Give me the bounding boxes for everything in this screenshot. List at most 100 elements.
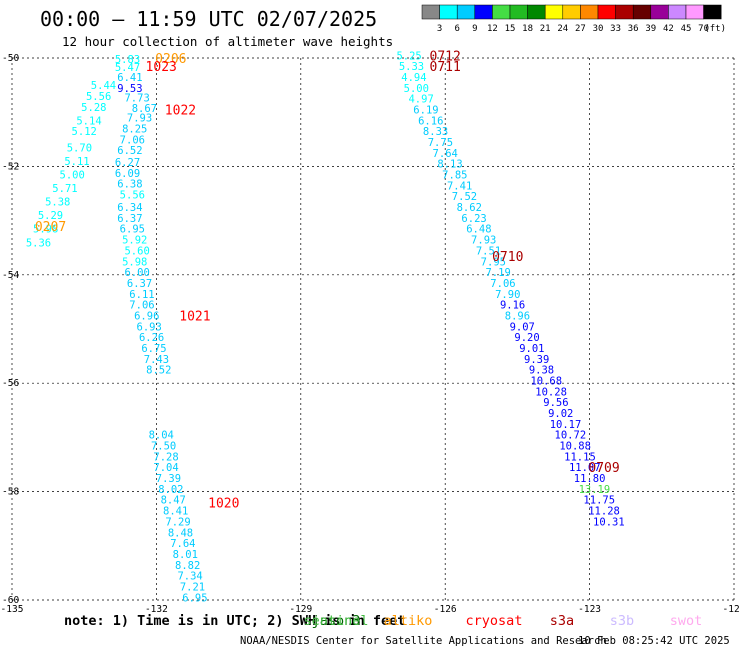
colorbar-tick-label: 18 (522, 24, 533, 34)
data-point-label: 11.75 (583, 495, 615, 507)
data-point-label: 5.56 (86, 91, 111, 103)
y-tick-label: -56 (2, 378, 19, 389)
data-point-label: 10.17 (550, 419, 582, 431)
data-point-label: 8.13 (437, 159, 462, 171)
data-point-label: 7.41 (447, 180, 472, 192)
data-point-label: 10.31 (593, 516, 625, 528)
data-point-label: 5.11 (64, 156, 89, 168)
colorbar-cell (527, 4, 546, 20)
colorbar-cell (562, 4, 581, 20)
data-point-label: 5.33 (399, 61, 424, 73)
colorbar-cell (439, 4, 458, 20)
data-point-label: 6.75 (141, 343, 166, 355)
data-point-label: 8.41 (163, 506, 188, 518)
colorbar-cell (509, 4, 528, 20)
colorbar-cell (685, 4, 704, 20)
data-point-label: 11.80 (574, 473, 606, 485)
data-point-label: 7.93 (127, 113, 152, 125)
data-point-label: 8.47 (161, 495, 186, 507)
satellite-legend-cryosat: cryosat (466, 613, 523, 629)
footer-generated: 10 Feb 08:25:42 UTC 2025 (578, 635, 730, 647)
data-point-label: 9.20 (514, 332, 539, 344)
pass-time-label: 0711 (430, 60, 461, 75)
data-point-label: 5.83 (115, 54, 140, 66)
data-point-label: 7.19 (485, 267, 510, 279)
data-point-label: 5.14 (76, 115, 101, 127)
data-point-label: 8.48 (168, 527, 193, 539)
x-tick-label: -120 (723, 604, 740, 615)
data-point-label: 8.82 (175, 560, 200, 572)
colorbar-cell (703, 4, 722, 20)
data-point-label: 5.98 (122, 256, 147, 268)
pass-time-label: 0207 (35, 220, 66, 235)
data-point-label: 5.70 (67, 142, 92, 154)
colorbar-cell (580, 4, 599, 20)
data-point-label: 9.39 (524, 354, 549, 366)
data-point-label: 6.09 (115, 168, 140, 180)
pass-time-label: 0206 (155, 52, 186, 67)
data-point-label: 6.19 (413, 104, 438, 116)
data-point-label: 6.34 (117, 202, 142, 214)
data-point-label: 4.94 (401, 72, 426, 84)
colorbar-tick-label: 12 (487, 24, 498, 34)
colorbar-tick-label: 3 (437, 24, 442, 34)
colorbar-cell (421, 4, 440, 20)
data-point-label: 7.93 (471, 235, 496, 247)
data-point-label: 5.38 (45, 197, 70, 209)
plot-area (11, 57, 735, 601)
data-point-label: 10.88 (559, 441, 591, 453)
satellite-legend-altiko: altiko (384, 613, 433, 629)
data-point-label: 10.72 (555, 430, 587, 442)
data-point-label: 5.00 (404, 83, 429, 95)
data-point-label: 6.37 (127, 278, 152, 290)
data-point-label: 7.06 (490, 278, 515, 290)
data-point-label: 8.04 (149, 430, 174, 442)
data-point-label: 11.28 (588, 506, 620, 518)
data-point-label: 6.26 (139, 332, 164, 344)
colorbar-tick-label: 30 (593, 24, 604, 34)
colorbar-tick-label: 9 (472, 24, 477, 34)
data-point-label: 6.52 (117, 145, 142, 157)
data-point-label: 6.00 (124, 267, 149, 279)
x-tick-label: -123 (578, 604, 601, 615)
x-tick-label: -135 (1, 604, 24, 615)
x-tick-label: -126 (434, 604, 457, 615)
data-point-label: 9.38 (529, 365, 554, 377)
data-point-label: 5.00 (60, 170, 85, 182)
wave-height-colorbar: 3 6 9 12 15 18 21 24 27 30 33 36 39 42 45 70(ft) (421, 4, 726, 34)
pass-time-label: 0709 (588, 461, 619, 476)
satellite-legend-s3a: s3a (550, 613, 574, 629)
satellite-legend-s3b: s3b (610, 613, 634, 629)
colorbar-unit: (ft) (704, 24, 726, 34)
axes: -135 -132 -129 -126 -123 -120 -50 -52 -54 -56 -58 -… (1, 53, 740, 615)
data-point-label: 8.52 (146, 365, 171, 377)
data-point-label: 6.93 (137, 321, 162, 333)
data-point-label: 5.29 (38, 210, 63, 222)
data-point-label: 5.98 (33, 224, 58, 236)
colorbar-cell (456, 4, 476, 20)
colorbar-tick-label: 15 (505, 24, 516, 34)
satellite-legend-swot: swot (670, 613, 703, 629)
data-point-label: 7.73 (124, 93, 149, 105)
data-point-label: 7.43 (144, 354, 169, 366)
pass-time-label: 0712 (430, 49, 461, 64)
data-point-label: 5.47 (115, 62, 140, 74)
colorbar-cell (668, 4, 687, 20)
data-point-label: 9.02 (548, 408, 573, 420)
data-point-label: 10.28 (535, 386, 567, 398)
chart-title: 00:00 – 11:59 UTC 02/07/2025 (40, 7, 377, 31)
data-point-label: 5.92 (122, 235, 147, 247)
data-point-label: 7.39 (156, 473, 181, 485)
data-point-label: 7.06 (129, 300, 154, 312)
footer-credit: NOAA/NESDIS Center for Satellite Applica… (240, 635, 607, 647)
data-point-label: 7.90 (495, 289, 520, 301)
data-point-label: 5.36 (26, 237, 51, 249)
pass-time-label: 1023 (146, 60, 177, 75)
chart-subtitle: 12 hour collection of altimeter wave hei… (62, 34, 393, 49)
data-point-label: 6.48 (466, 224, 491, 236)
colorbar-tick-label: 21 (540, 24, 551, 34)
data-point-label: 9.01 (519, 343, 544, 355)
